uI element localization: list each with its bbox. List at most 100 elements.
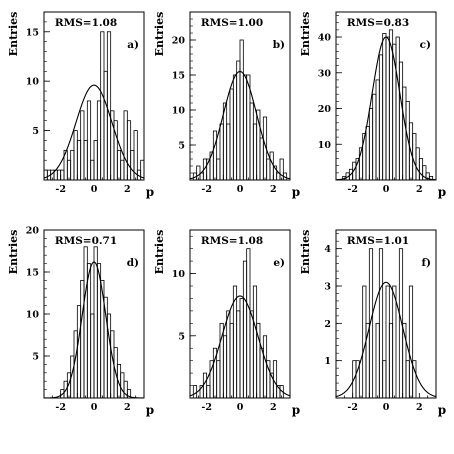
y-tick-label: 2 xyxy=(324,319,331,330)
rms-annotation: RMS=1.08 xyxy=(201,235,263,247)
histogram-bin xyxy=(269,151,274,181)
histogram-bin xyxy=(236,60,241,181)
histogram-bin xyxy=(405,100,410,181)
histogram-panel-f: -2 0 2 1 2 3 4 RMS=1.01 f) p Entries xyxy=(299,229,446,417)
x-tick-label: 0 xyxy=(237,184,244,195)
histogram-bin xyxy=(385,285,390,399)
y-tick-label: 4 xyxy=(324,244,331,255)
x-axis-label: p xyxy=(146,185,154,199)
x-axis-label: p xyxy=(292,185,300,199)
x-axis-label: p xyxy=(146,403,154,417)
histogram-bin xyxy=(242,74,248,181)
histogram-bin xyxy=(66,159,72,181)
y-axis-label: Entries xyxy=(299,230,312,275)
y-tick-label: 15 xyxy=(26,27,39,38)
histogram-bin xyxy=(130,149,135,181)
y-tick-label: 10 xyxy=(26,77,40,88)
histogram-bin xyxy=(375,322,380,399)
histogram-bin xyxy=(249,310,254,399)
histogram-bin xyxy=(86,263,92,399)
histogram-bin xyxy=(232,74,238,181)
rms-annotation: RMS=0.71 xyxy=(55,235,117,247)
histogram-bin xyxy=(236,310,241,399)
x-tick-label: 0 xyxy=(237,402,244,413)
histogram-bin xyxy=(382,360,387,399)
histogram-panel-e: -2 0 2 5 10 RMS=1.08 e) p Entries xyxy=(153,229,300,417)
histogram-bins xyxy=(342,29,434,181)
x-tick-label: 0 xyxy=(383,184,390,195)
histogram-panel-b: -2 0 2 5 10 15 20 RMS=1.00 b) p Entries xyxy=(153,11,300,199)
y-tick-label: 40 xyxy=(318,33,332,44)
histogram-bin xyxy=(73,130,78,181)
y-axis-label: Entries xyxy=(7,230,20,275)
histogram-bin xyxy=(378,248,384,399)
histogram-bin xyxy=(222,102,228,181)
histogram-bin xyxy=(365,125,370,181)
histogram-bins xyxy=(352,248,417,399)
histogram-bin xyxy=(96,263,102,399)
histogram-bin xyxy=(80,279,85,399)
histogram-bin xyxy=(206,385,211,399)
histogram-panel-d: -2 0 2 5 10 15 20 RMS=0.71 d) p Entries xyxy=(7,226,154,418)
y-axis-label: Entries xyxy=(153,230,166,275)
histogram-bin xyxy=(259,347,264,399)
histogram-bin xyxy=(259,137,264,181)
histogram-bin xyxy=(398,61,404,181)
gaussian-fit-curve xyxy=(43,84,145,179)
histogram-bin xyxy=(388,322,394,399)
x-tick-label: -2 xyxy=(201,402,212,413)
gaussian-fit-curve xyxy=(335,281,437,398)
gaussian-fit-curve xyxy=(335,36,437,181)
y-tick-label: 1 xyxy=(324,356,331,367)
y-tick-label: 15 xyxy=(26,268,39,279)
histogram-bin xyxy=(222,335,228,399)
histogram-bin xyxy=(412,133,417,181)
histogram-bins xyxy=(192,39,288,181)
histogram-bin xyxy=(246,74,251,181)
histogram-bin xyxy=(76,305,82,399)
histogram-bin xyxy=(216,158,221,181)
y-tick-label: 3 xyxy=(324,282,331,293)
histogram-bin xyxy=(395,36,400,181)
histogram-bin xyxy=(239,39,244,181)
y-tick-label: 10 xyxy=(318,140,332,151)
histogram-bin xyxy=(229,88,234,181)
panel-label: b) xyxy=(273,39,285,51)
y-tick-label: 5 xyxy=(178,331,185,342)
histogram-bin xyxy=(106,31,112,181)
y-axis-label: Entries xyxy=(7,12,20,57)
x-tick-label: -2 xyxy=(201,184,212,195)
panel-label: c) xyxy=(420,39,431,51)
histogram-bin xyxy=(103,70,108,181)
y-tick-label: 15 xyxy=(172,71,185,82)
histogram-panel-a: -2 0 2 5 10 15 RMS=1.08 a) p Entries xyxy=(7,11,154,199)
histogram-bin xyxy=(272,360,278,399)
x-tick-label: -2 xyxy=(55,184,66,195)
panel-label: a) xyxy=(127,39,139,51)
rms-annotation: RMS=1.00 xyxy=(201,17,263,29)
x-tick-label: 2 xyxy=(270,402,277,413)
x-tick-label: 2 xyxy=(124,184,131,195)
histogram-bin xyxy=(266,158,271,181)
histogram-bin xyxy=(120,372,125,399)
panel-label: f) xyxy=(422,257,432,269)
histogram-bin xyxy=(83,246,88,399)
histogram-bin xyxy=(402,86,407,181)
histogram-bin xyxy=(252,123,258,181)
histogram-bin xyxy=(408,285,414,399)
histogram-bins xyxy=(192,248,284,399)
gaussian-fit-curve xyxy=(189,70,291,180)
histogram-bin xyxy=(252,285,258,399)
histogram-bin xyxy=(76,140,82,181)
x-tick-label: 0 xyxy=(91,402,98,413)
y-tick-label: 20 xyxy=(172,36,186,47)
histogram-panel-c: -2 0 2 10 20 30 40 RMS=0.83 c) p Entries xyxy=(299,11,446,199)
x-axis-label: p xyxy=(438,403,446,417)
histogram-bin xyxy=(120,159,125,181)
histogram-bin xyxy=(368,108,374,181)
y-axis-label: Entries xyxy=(153,12,166,57)
x-tick-label: 2 xyxy=(416,184,423,195)
rms-annotation: RMS=1.01 xyxy=(347,235,409,247)
x-axis-label: p xyxy=(438,185,446,199)
